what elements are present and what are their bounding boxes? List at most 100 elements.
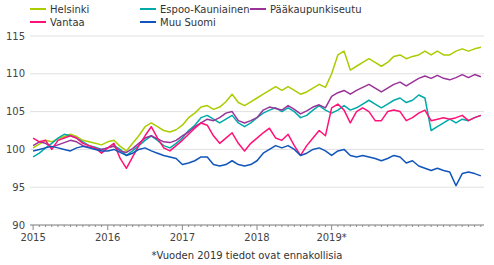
x-tick-label: 2019*: [316, 232, 346, 243]
x-minor-tick: [95, 225, 96, 227]
x-minor-tick: [437, 225, 438, 227]
x-minor-tick: [474, 225, 475, 227]
y-axis: 9095100105110115: [6, 31, 484, 231]
x-minor-tick: [300, 225, 301, 227]
x-minor-tick: [412, 225, 413, 227]
x-minor-tick: [400, 225, 401, 227]
x-minor-tick: [375, 225, 376, 227]
x-minor-tick: [188, 225, 189, 227]
x-minor-tick: [406, 225, 407, 227]
y-tick-label: 105: [6, 106, 25, 117]
x-minor-tick: [368, 225, 369, 227]
x-minor-tick: [201, 225, 202, 227]
x-minor-tick: [244, 225, 245, 227]
x-minor-tick: [443, 225, 444, 227]
x-minor-tick: [250, 225, 251, 227]
lines: [33, 47, 481, 185]
x-tick-label: 2018: [244, 232, 269, 243]
x-minor-tick: [76, 225, 77, 227]
x-minor-tick: [393, 225, 394, 227]
x-minor-tick: [219, 225, 220, 227]
legend-label: Vantaa: [50, 17, 85, 28]
x-minor-tick: [418, 225, 419, 227]
x-minor-tick: [431, 225, 432, 227]
legend-swatch: [140, 21, 156, 23]
x-minor-tick: [319, 225, 320, 227]
x-minor-tick: [325, 225, 326, 227]
series-line: [33, 104, 481, 168]
x-minor-tick: [151, 225, 152, 227]
legend-label: Espoo-Kauniainen: [160, 4, 250, 15]
x-minor-tick: [145, 225, 146, 227]
x-minor-tick: [350, 225, 351, 227]
x-minor-tick: [45, 225, 46, 227]
x-minor-tick: [163, 225, 164, 227]
x-minor-tick: [462, 225, 463, 227]
x-minor-tick: [207, 225, 208, 227]
x-minor-tick: [194, 225, 195, 227]
x-minor-tick: [101, 225, 102, 227]
x-minor-tick: [468, 225, 469, 227]
y-tick-label: 110: [6, 68, 25, 79]
x-minor-tick: [294, 225, 295, 227]
x-minor-tick: [70, 225, 71, 227]
legend: Helsinki Espoo-Kauniainen Pääkaupunkiseutu…: [30, 4, 361, 28]
x-minor-tick: [424, 225, 425, 227]
x-minor-tick: [263, 225, 264, 227]
x-tick: [33, 225, 34, 230]
x-tick: [182, 225, 183, 230]
x-tick: [331, 225, 332, 230]
x-minor-tick: [169, 225, 170, 227]
grid-line: [30, 187, 484, 188]
x-tick-label: 2016: [95, 232, 120, 243]
x-tick-label: 2015: [20, 232, 45, 243]
x-minor-tick: [213, 225, 214, 227]
x-tick: [107, 225, 108, 230]
x-minor-tick: [225, 225, 226, 227]
x-minor-tick: [176, 225, 177, 227]
x-minor-tick: [51, 225, 52, 227]
x-minor-tick: [306, 225, 307, 227]
x-tick: [257, 225, 258, 230]
chart: 909510010511011520152016201720182019*Hel…: [0, 0, 494, 265]
legend-swatch: [250, 8, 266, 10]
x-minor-tick: [269, 225, 270, 227]
x-minor-tick: [312, 225, 313, 227]
x-minor-tick: [344, 225, 345, 227]
x-minor-tick: [120, 225, 121, 227]
y-tick-label: 95: [12, 182, 25, 193]
x-minor-tick: [82, 225, 83, 227]
x-minor-tick: [64, 225, 65, 227]
x-minor-tick: [356, 225, 357, 227]
series-line: [33, 75, 481, 153]
grid-line: [30, 36, 484, 37]
x-minor-tick: [126, 225, 127, 227]
x-minor-tick: [387, 225, 388, 227]
legend-label: Helsinki: [50, 4, 89, 15]
legend-swatch: [140, 8, 156, 10]
x-minor-tick: [238, 225, 239, 227]
x-minor-tick: [113, 225, 114, 227]
y-tick-label: 100: [6, 144, 25, 155]
x-minor-tick: [232, 225, 233, 227]
x-minor-tick: [157, 225, 158, 227]
grid-line: [30, 111, 484, 112]
series-line: [33, 95, 481, 157]
x-minor-tick: [281, 225, 282, 227]
x-minor-tick: [275, 225, 276, 227]
x-tick-label: 2017: [170, 232, 195, 243]
footnote: *Vuoden 2019 tiedot ovat ennakollisia: [152, 250, 343, 261]
legend-swatch: [30, 8, 46, 10]
grid-line: [30, 73, 484, 74]
x-axis: 2015 2016 2017 2018 2019*: [20, 225, 484, 243]
legend-swatch: [30, 21, 46, 23]
x-minor-tick: [138, 225, 139, 227]
x-minor-tick: [381, 225, 382, 227]
y-tick-label: 115: [6, 31, 25, 42]
legend-label: Pääkaupunkiseutu: [270, 4, 361, 15]
x-minor-tick: [57, 225, 58, 227]
x-minor-tick: [337, 225, 338, 227]
x-minor-tick: [449, 225, 450, 227]
x-minor-tick: [456, 225, 457, 227]
x-minor-tick: [480, 225, 481, 227]
